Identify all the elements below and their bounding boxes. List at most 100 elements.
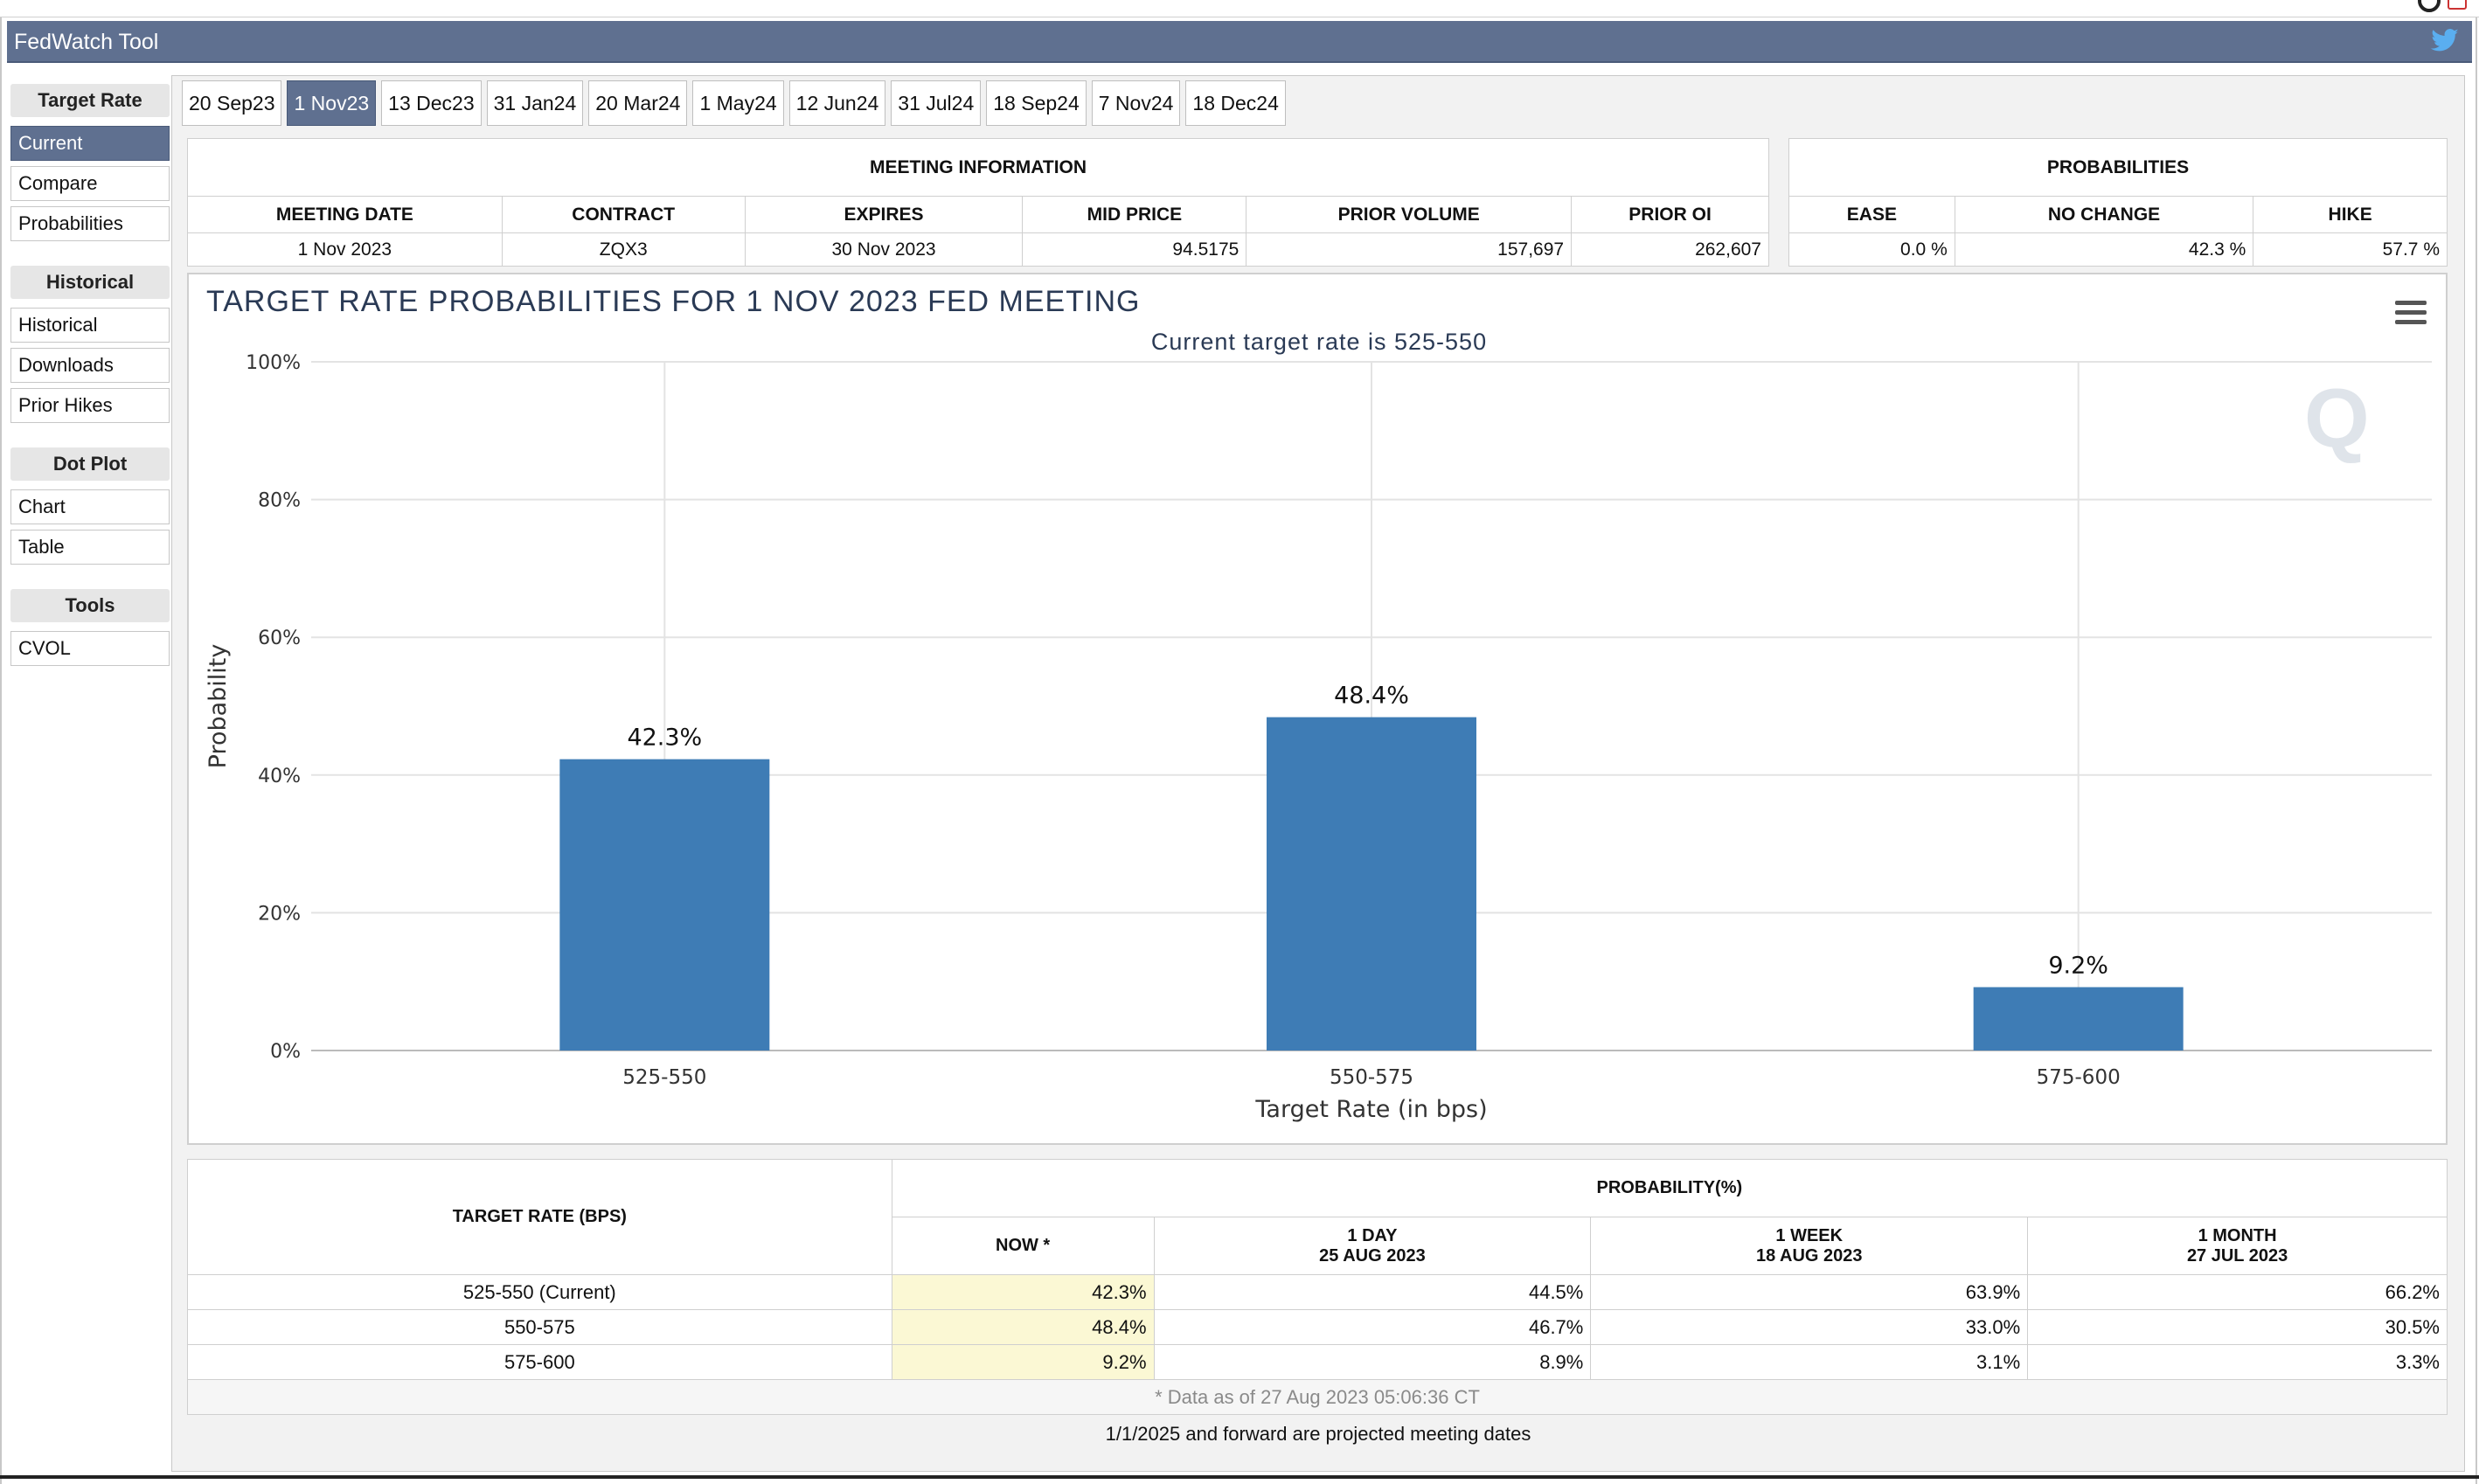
sidebar-item-table[interactable]: Table xyxy=(10,530,170,565)
sidebar-item-prior-hikes[interactable]: Prior Hikes xyxy=(10,388,170,423)
week-cell: 33.0% xyxy=(1590,1309,2029,1345)
tab-1-may24[interactable]: 1 May24 xyxy=(692,80,784,126)
watermark-logo: Q xyxy=(2304,371,2370,465)
app-title: FedWatch Tool xyxy=(14,30,159,54)
sidebar-item-probabilities[interactable]: Probabilities xyxy=(10,206,170,241)
tab-1-nov23[interactable]: 1 Nov23 xyxy=(287,80,377,126)
header-ease: EASE xyxy=(1788,196,1955,233)
refresh-icon[interactable] xyxy=(2418,0,2441,12)
week-cell: 63.9% xyxy=(1590,1274,2029,1310)
header-no-change: NO CHANGE xyxy=(1954,196,2254,233)
bar xyxy=(1973,987,2184,1051)
x-tick-label: 525-550 xyxy=(622,1066,706,1089)
frame-bottom xyxy=(0,1475,2479,1479)
print-icon[interactable] xyxy=(2448,0,2467,10)
ease-value: 0.0 % xyxy=(1788,232,1955,267)
header-mid-price: MID PRICE xyxy=(1022,196,1247,233)
y-tick-label: 0% xyxy=(270,1041,301,1063)
tab-20-mar24[interactable]: 20 Mar24 xyxy=(588,80,688,126)
month-cell: 30.5% xyxy=(2027,1309,2448,1345)
week-cell: 3.1% xyxy=(1590,1344,2029,1380)
sidebar-heading-target-rate: Target Rate xyxy=(10,84,170,117)
tab-12-jun24[interactable]: 12 Jun24 xyxy=(788,80,886,126)
now-cell: 48.4% xyxy=(891,1309,1155,1345)
header-expires: EXPIRES xyxy=(744,196,1024,233)
x-tick-label: 550-575 xyxy=(1330,1066,1413,1089)
bar xyxy=(559,759,770,1051)
rate-cell: 550-575 xyxy=(187,1309,892,1345)
sidebar-item-chart[interactable]: Chart xyxy=(10,489,170,524)
day-cell: 44.5% xyxy=(1153,1274,1592,1310)
no-change-value: 42.3 % xyxy=(1954,232,2254,267)
header-contract: CONTRACT xyxy=(501,196,746,233)
tab-31-jan24[interactable]: 31 Jan24 xyxy=(486,80,584,126)
y-tick-label: 60% xyxy=(258,628,301,649)
x-tick-label: 575-600 xyxy=(2037,1066,2121,1089)
meeting-date-value: 1 Nov 2023 xyxy=(187,232,503,267)
rate-cell: 525-550 (Current) xyxy=(187,1274,892,1310)
projected-dates-note: 1/1/2025 and forward are projected meeti… xyxy=(1105,1423,1531,1445)
sidebar-item-downloads[interactable]: Downloads xyxy=(10,348,170,383)
window-corner-icons xyxy=(2418,0,2467,12)
meeting-info-caption: MEETING INFORMATION xyxy=(187,138,1769,197)
app-title-bar: FedWatch Tool xyxy=(7,21,2472,63)
frame-right xyxy=(2476,17,2477,1484)
table-row: 550-575 48.4% 46.7% 33.0% 30.5% xyxy=(187,1309,2448,1345)
expires-value: 30 Nov 2023 xyxy=(744,232,1024,267)
header-prior-volume: PRIOR VOLUME xyxy=(1246,196,1573,233)
x-axis-title: Target Rate (in bps) xyxy=(1254,1096,1487,1123)
day-cell: 46.7% xyxy=(1153,1309,1592,1345)
probabilities-caption: PROBABILITIES xyxy=(1788,138,2448,197)
tab-20-sep23[interactable]: 20 Sep23 xyxy=(182,80,282,126)
month-cell: 3.3% xyxy=(2027,1344,2448,1380)
frame-left xyxy=(0,17,2,1484)
contract-value: ZQX3 xyxy=(501,232,746,267)
header-hike: HIKE xyxy=(2253,196,2448,233)
tab-13-dec23[interactable]: 13 Dec23 xyxy=(381,80,482,126)
header-prior-oi: PRIOR OI xyxy=(1571,196,1769,233)
sidebar-heading-tools: Tools xyxy=(10,589,170,622)
header-1-day: 1 DAY 25 AUG 2023 xyxy=(1153,1217,1592,1275)
y-axis-title: Probability xyxy=(205,644,232,769)
tab-18-dec24[interactable]: 18 Dec24 xyxy=(1185,80,1286,126)
table-row: 525-550 (Current) 42.3% 44.5% 63.9% 66.2… xyxy=(187,1274,2448,1310)
sidebar-heading-dot-plot: Dot Plot xyxy=(10,447,170,481)
chart-subtitle: Current target rate is 525-550 xyxy=(1150,329,1488,355)
mid-price-value: 94.5175 xyxy=(1022,232,1247,267)
sidebar-item-current[interactable]: Current xyxy=(10,126,170,161)
bar-chart: 0% 20% 40% 60% 80% 100% 42.3% 525-550 48.4% 550-5… xyxy=(205,352,2432,1123)
now-cell: 9.2% xyxy=(891,1344,1155,1380)
probabilities-summary-table: PROBABILITIES EASE NO CHANGE HIKE 0.0 % … xyxy=(1788,138,2448,267)
header-1-month: 1 MONTH 27 JUL 2023 xyxy=(2027,1217,2448,1275)
y-tick-label: 100% xyxy=(246,352,301,374)
data-label: 48.4% xyxy=(1334,683,1409,710)
sidebar-item-cvol[interactable]: CVOL xyxy=(10,631,170,666)
sidebar-heading-historical: Historical xyxy=(10,266,170,299)
tab-18-sep24[interactable]: 18 Sep24 xyxy=(986,80,1087,126)
sidebar-item-compare[interactable]: Compare xyxy=(10,166,170,201)
data-label: 9.2% xyxy=(2048,953,2108,980)
data-label: 42.3% xyxy=(627,725,702,752)
prior-volume-value: 157,697 xyxy=(1246,232,1573,267)
twitter-icon[interactable] xyxy=(2430,28,2460,54)
bar xyxy=(1267,717,1476,1051)
menu-icon[interactable] xyxy=(2395,301,2427,327)
header-meeting-date: MEETING DATE xyxy=(187,196,503,233)
tab-31-jul24[interactable]: 31 Jul24 xyxy=(891,80,982,126)
tab-7-nov24[interactable]: 7 Nov24 xyxy=(1091,80,1181,126)
hike-value: 57.7 % xyxy=(2253,232,2448,267)
y-tick-label: 40% xyxy=(258,766,301,787)
day-cell: 8.9% xyxy=(1153,1344,1592,1380)
probability-table: TARGET RATE (BPS) PROBABILITY(%) NOW * 1… xyxy=(187,1159,2448,1415)
table-row: 575-600 9.2% 8.9% 3.1% 3.3% xyxy=(187,1344,2448,1380)
rate-cell: 575-600 xyxy=(187,1344,892,1380)
header-now: NOW * xyxy=(891,1217,1155,1275)
prior-oi-value: 262,607 xyxy=(1571,232,1769,267)
y-tick-label: 80% xyxy=(258,490,301,512)
data-timestamp-note: * Data as of 27 Aug 2023 05:06:36 CT xyxy=(187,1379,2448,1415)
chart-card: 0% 20% 40% 60% 80% 100% 42.3% 525-550 48.4% 550-5… xyxy=(187,273,2448,1145)
sidebar-item-historical[interactable]: Historical xyxy=(10,308,170,343)
browser-top-edge xyxy=(0,0,2479,17)
header-1-week: 1 WEEK 18 AUG 2023 xyxy=(1590,1217,2029,1275)
chart-title: TARGET RATE PROBABILITIES FOR 1 NOV 2023… xyxy=(206,285,1141,318)
